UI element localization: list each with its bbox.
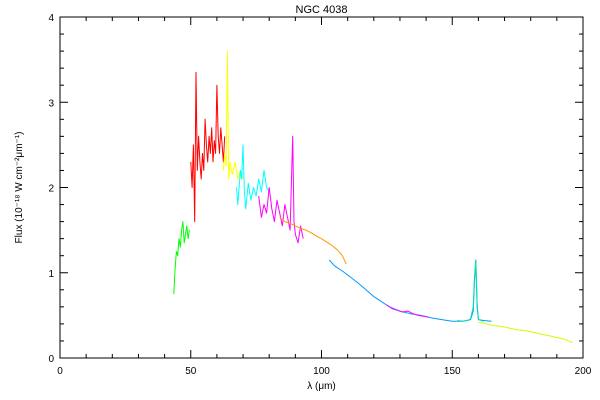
x-tick-label: 200 xyxy=(575,366,592,377)
x-axis-title: λ (μm) xyxy=(307,381,336,392)
spectrum-series-8 xyxy=(386,304,429,318)
y-tick-label: 0 xyxy=(48,354,54,365)
series-group xyxy=(173,50,573,344)
chart-title: NGC 4038 xyxy=(296,4,348,16)
x-tick-label: 100 xyxy=(313,366,330,377)
spectrum-series-6 xyxy=(279,216,347,265)
spectrum-series-9 xyxy=(457,259,484,322)
y-tick-label: 4 xyxy=(48,13,54,24)
tick-labels: 0 50 100 150 200 0 1 2 3 4 xyxy=(48,13,591,377)
y-axis-title: Flux (10⁻¹⁸ W cm⁻²μm⁻¹) xyxy=(14,132,25,244)
axis-ticks xyxy=(59,16,584,359)
x-tick-label: 50 xyxy=(185,366,197,377)
spectrum-series-4 xyxy=(236,144,270,210)
x-tick-label: 150 xyxy=(444,366,461,377)
spectrum-series-5 xyxy=(258,135,304,244)
spectrum-series-3 xyxy=(222,50,244,180)
y-tick-label: 3 xyxy=(48,98,54,109)
spectrum-series-2 xyxy=(190,71,226,223)
spectrum-series-10 xyxy=(478,321,573,344)
x-tick-label: 0 xyxy=(57,366,63,377)
plot-frame xyxy=(59,16,584,359)
y-tick-label: 1 xyxy=(48,269,54,280)
y-tick-label: 2 xyxy=(48,184,54,195)
spectrum-series-1 xyxy=(173,221,190,295)
